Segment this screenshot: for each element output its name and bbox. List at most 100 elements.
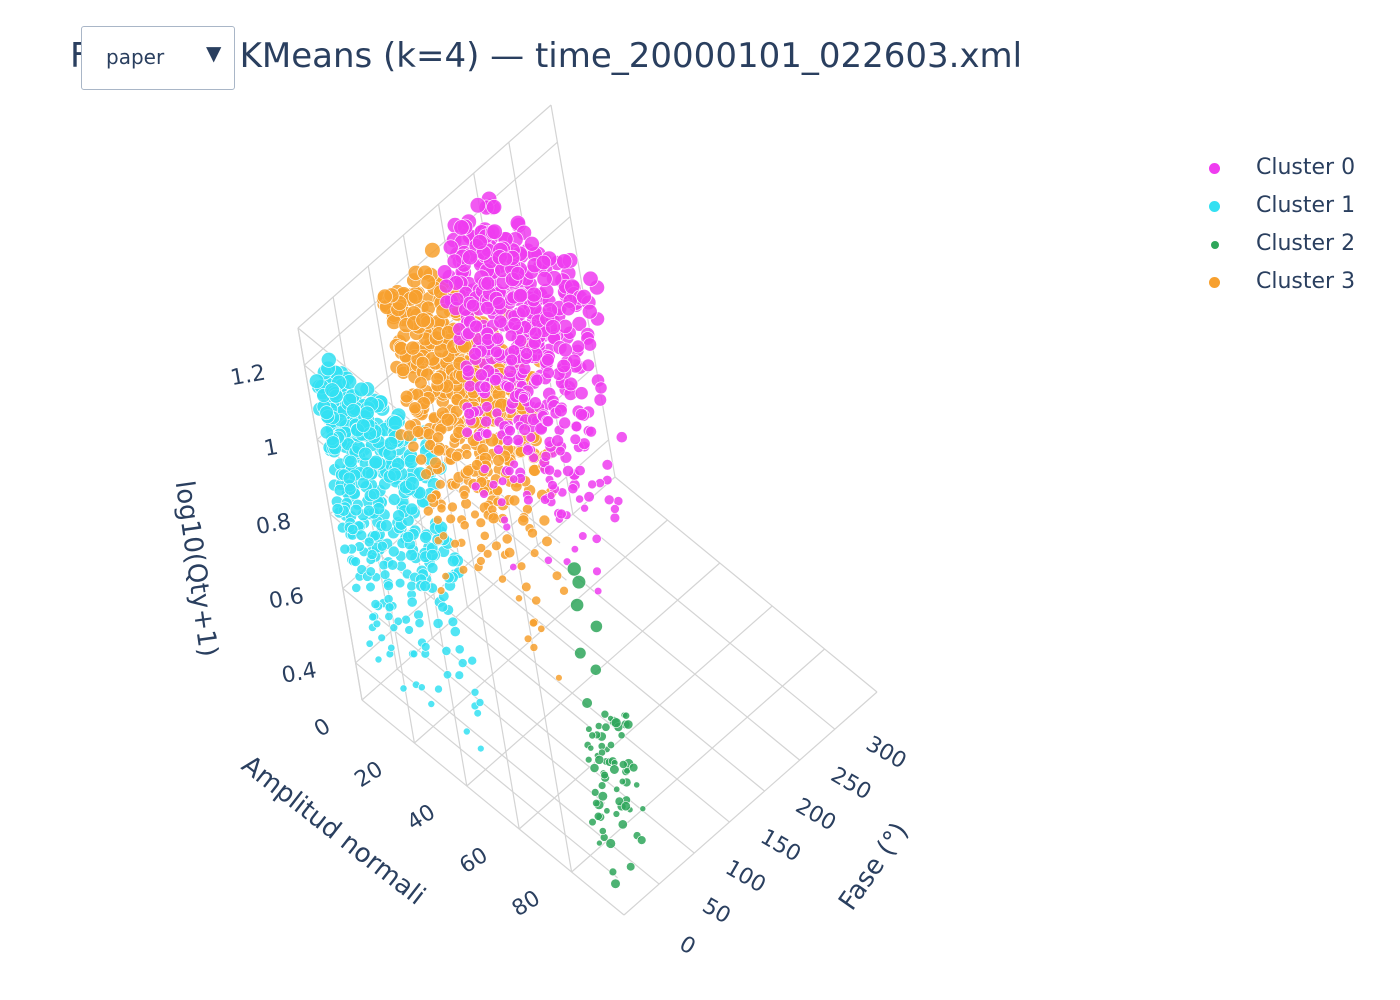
cluster-0-point [461, 364, 475, 378]
cluster-2-point [618, 777, 627, 786]
cluster-2-point [597, 791, 608, 802]
cluster-1-point [437, 601, 449, 613]
cluster-3-point [435, 479, 446, 490]
cluster-1-point [383, 436, 399, 451]
cluster-3-point [475, 517, 486, 528]
cluster-1-point [319, 405, 334, 420]
cluster-0-point [470, 481, 481, 492]
cluster-0-point [463, 407, 476, 420]
legend-label: Cluster 0 [1256, 155, 1356, 180]
cluster-2-point [613, 785, 621, 793]
cluster-0-point [578, 531, 588, 541]
cluster-0-point [535, 254, 552, 271]
cluster-1-point [470, 687, 480, 697]
cluster-0-point [544, 555, 553, 565]
cluster-0-point [591, 533, 602, 544]
cluster-2-point [592, 798, 601, 808]
cluster-0-point [554, 403, 568, 418]
cluster-2-point [608, 867, 618, 877]
cluster-3-point [436, 586, 446, 595]
cluster-3-point [411, 425, 425, 438]
cluster-3-point [516, 561, 527, 571]
title-text: KMeans (k=4) — time_20000101_022603.xml [239, 36, 1023, 76]
cluster-1-point [406, 596, 418, 608]
cluster-0-point [503, 364, 517, 379]
cluster-0-point [571, 339, 585, 354]
cluster-0-point [556, 253, 573, 270]
cluster-1-point [417, 683, 426, 692]
cluster-0-point [603, 494, 615, 506]
cluster-0-point [502, 434, 514, 447]
cluster-3-point [521, 581, 532, 593]
cluster-0-point [518, 393, 529, 404]
cluster-2-point [612, 810, 621, 818]
cluster-1-point [387, 559, 399, 571]
cluster-1-point [372, 619, 382, 628]
cluster-2-point [617, 819, 628, 830]
cluster-3-point [407, 440, 420, 453]
cluster-0-point [541, 302, 559, 319]
cluster-0-point [562, 465, 574, 477]
cluster-0-point [507, 316, 522, 332]
cluster-1-point [368, 612, 378, 622]
cluster-0-point [574, 465, 586, 477]
cluster-1-point [384, 602, 395, 613]
cluster-0-point [509, 562, 518, 571]
cluster-1-point [467, 655, 478, 666]
cluster-0-point [481, 428, 493, 440]
cluster-3-point [420, 468, 432, 481]
cluster-0-point [601, 459, 614, 471]
cluster-1-point [339, 543, 351, 555]
cluster-3-point [538, 514, 551, 527]
cluster-3-point [460, 498, 472, 510]
cluster-1-point [473, 709, 482, 718]
cluster-2-point [600, 770, 609, 780]
cluster-1-point [419, 580, 431, 592]
cluster-3-point [529, 643, 539, 652]
cluster-1-point [395, 577, 406, 589]
cluster-1-point [457, 658, 468, 668]
cluster-0-point [582, 270, 599, 287]
cluster-1-point [344, 483, 357, 496]
cluster-0-point [585, 425, 597, 438]
cluster-0-point [500, 515, 509, 525]
data-points [309, 190, 647, 889]
floor-grid-line [396, 668, 660, 885]
cluster-0-point [518, 423, 531, 436]
cluster-0-point [581, 358, 595, 372]
cluster-3-point [498, 574, 507, 584]
chart-title: F KMeans (k=4) — time_20000101_022603.xml [70, 36, 1022, 76]
cluster-1-point [350, 556, 361, 567]
floor-grid-line [502, 575, 765, 792]
cluster-1-point [413, 609, 424, 620]
cluster-1-point [419, 530, 432, 544]
tick-label: 1.2 [229, 360, 268, 391]
cluster-0-point [453, 219, 470, 236]
cluster-0-point [516, 304, 531, 319]
cluster-1-point [454, 644, 465, 655]
cluster-0-point [488, 480, 499, 490]
cluster-0-point [583, 491, 595, 503]
cluster-1-point [401, 614, 411, 625]
cluster-0-point [587, 479, 597, 490]
floor-grid-line [572, 513, 836, 730]
cluster-3-point [441, 572, 450, 581]
box-edge [297, 104, 552, 329]
cluster-1-point [363, 536, 375, 548]
cluster-3-point [430, 372, 444, 386]
cluster-3-point [515, 594, 523, 603]
cluster-0-point [480, 300, 495, 316]
cluster-3-point [438, 531, 448, 541]
cluster-1-point [432, 618, 444, 629]
cluster-3-point [555, 674, 563, 682]
cluster-0-point [497, 476, 508, 486]
template-dropdown[interactable]: paper ▼ [81, 26, 235, 90]
cluster-3-point [527, 527, 538, 539]
cluster-0-point [504, 329, 518, 342]
cluster-1-point [405, 502, 419, 516]
cluster-1-point [426, 562, 439, 574]
chevron-down-icon[interactable]: ▼ [206, 41, 222, 65]
floor-grid-line [518, 605, 773, 830]
cluster-1-point [365, 581, 376, 593]
